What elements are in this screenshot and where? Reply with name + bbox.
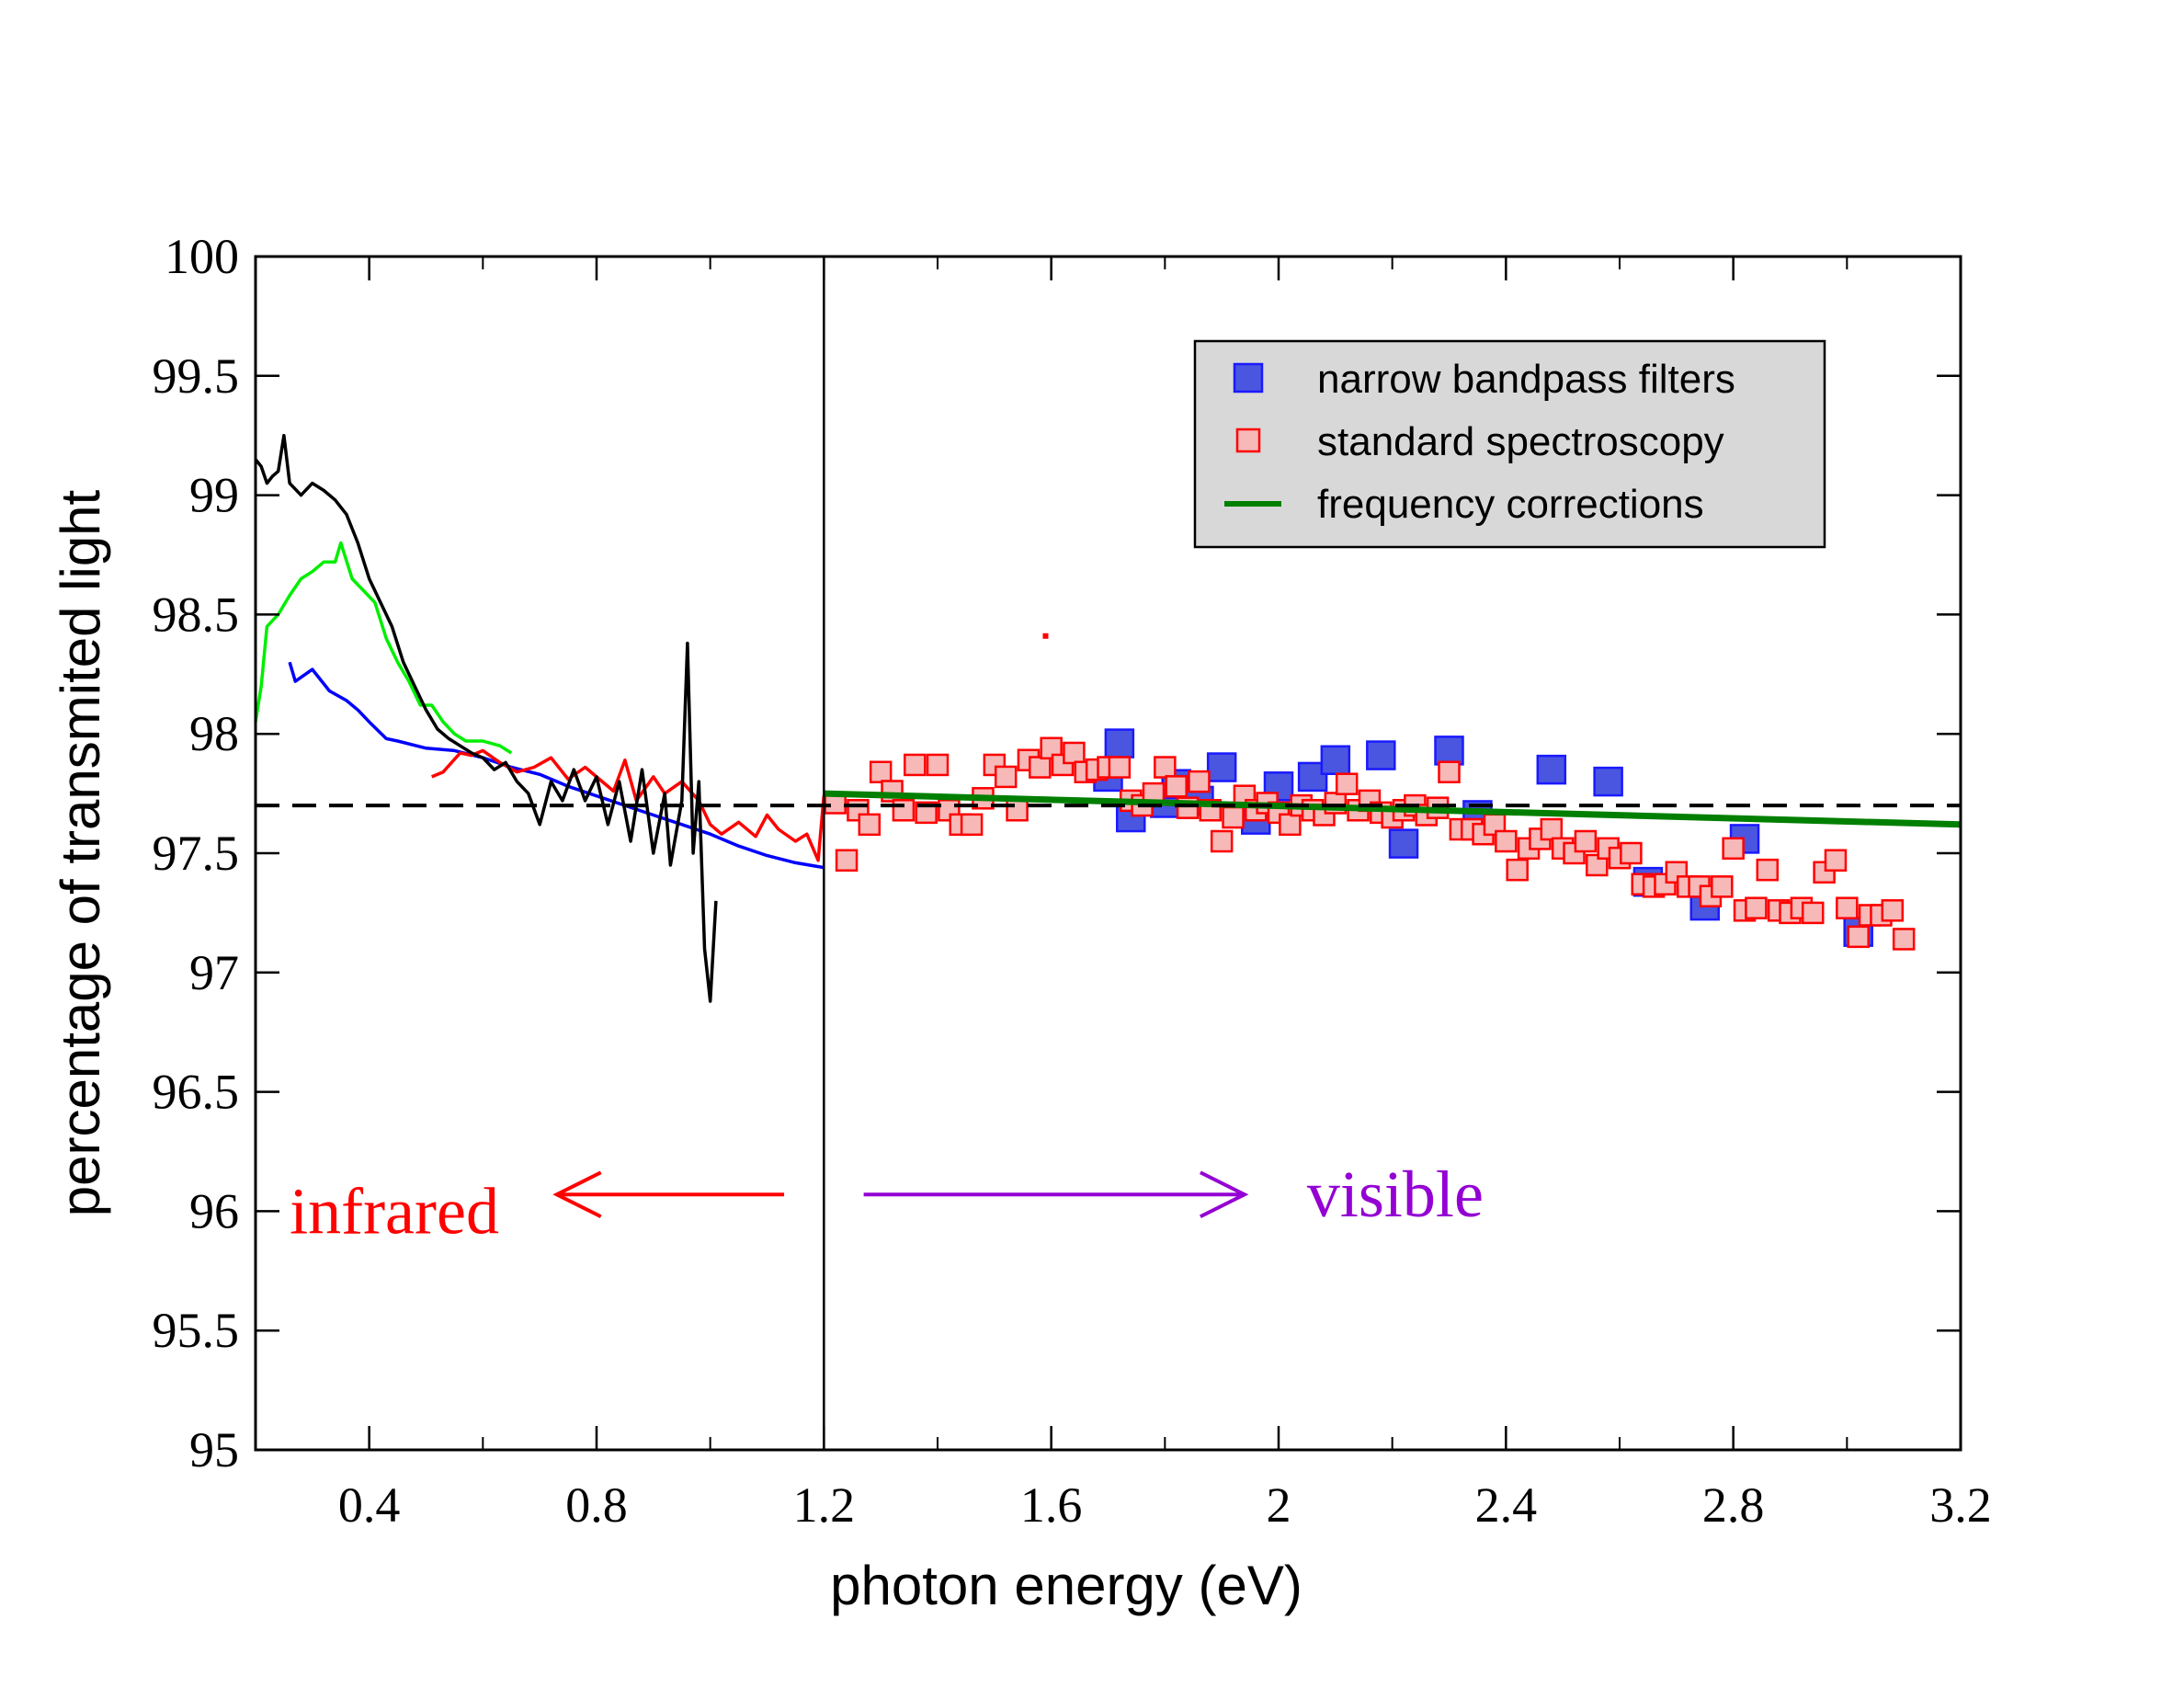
annotations: infrared visible: [290, 1158, 1484, 1248]
annotation-visible: visible: [863, 1158, 1484, 1231]
annotation-label-visible: visible: [1307, 1158, 1484, 1231]
legend-box: [1193, 339, 1826, 549]
data-point-standard-spectroscopy-59: [1495, 829, 1518, 853]
data-point-standard-spectroscopy-18: [1029, 756, 1052, 779]
data-point-standard-spectroscopy-79: [1722, 837, 1745, 861]
data-point-standard-spectroscopy-1: [835, 849, 859, 873]
data-point-standard-spectroscopy-8: [915, 801, 938, 825]
series-frequency-corrections: [824, 790, 1962, 828]
y-tick-label: 100: [165, 229, 239, 284]
data-point-standard-spectroscopy-88: [1824, 849, 1848, 873]
series-infrared-scan-green: [254, 541, 513, 755]
data-point-narrow-bandpass-filters-15: [1536, 754, 1567, 785]
data-point-standard-spectroscopy-29: [1154, 756, 1177, 779]
axis-ticks: 0.4 0.8 1.2 1.6 2 2.4 2.8 3.2 95 95.5 96 96.5 97 97.5…: [153, 229, 1992, 1533]
legend-marker-narrow-bandpass: [1233, 362, 1264, 393]
data-point-standard-spectroscopy-86: [1801, 901, 1825, 925]
y-tick-label: 99.5: [153, 348, 240, 404]
legend: narrow bandpass filters standard spectro…: [1193, 339, 1826, 549]
y-tick-label: 96.5: [153, 1065, 240, 1120]
y-tick-label: 96: [189, 1183, 239, 1238]
y-tick-label: 97.5: [153, 826, 240, 881]
data-point-narrow-bandpass-filters-0: [1104, 728, 1135, 758]
data-point-narrow-bandpass-filters-12: [1388, 828, 1419, 859]
x-tick-label: 2: [1267, 1477, 1291, 1533]
x-tick-label: 1.2: [793, 1477, 856, 1533]
y-tick-label: 95.5: [153, 1303, 240, 1358]
data-point-standard-spectroscopy-94: [1892, 928, 1916, 951]
series-line-infrared-scan-green: [254, 541, 513, 755]
legend-marker-standard-spectroscopy: [1235, 428, 1261, 453]
data-point-standard-spectroscopy-6: [892, 799, 916, 822]
series-infrared-scan-black: [254, 433, 718, 1003]
data-point-standard-spectroscopy-60: [1506, 858, 1529, 882]
data-point-standard-spectroscopy-30: [1165, 775, 1188, 798]
data-point-narrow-bandpass-filters-10: [1320, 745, 1351, 776]
data-point-standard-spectroscopy-25: [1108, 756, 1132, 779]
data-point-standard-spectroscopy-90: [1847, 925, 1870, 949]
data-point-narrow-bandpass-filters-6: [1206, 752, 1237, 782]
y-tick-label: 97: [189, 945, 239, 1000]
data-point-standard-spectroscopy-19: [1040, 736, 1063, 760]
data-point-standard-spectroscopy-12: [960, 813, 984, 837]
annotation-infrared: infrared: [290, 1170, 785, 1248]
data-point-standard-spectroscopy-16: [1006, 799, 1029, 822]
data-point-standard-spectroscopy-7: [904, 753, 927, 777]
x-tick-label: 3.2: [1929, 1477, 1992, 1533]
data-point-standard-spectroscopy-93: [1881, 899, 1905, 922]
data-point-standard-spectroscopy-63: [1540, 817, 1564, 841]
data-point-standard-spectroscopy-81: [1745, 896, 1768, 919]
data-point-standard-spectroscopy-4: [869, 760, 893, 783]
data-point-standard-spectroscopy-67: [1586, 853, 1609, 877]
data-point-narrow-bandpass-filters-13: [1434, 736, 1464, 766]
data-point-standard-spectroscopy-66: [1574, 829, 1598, 853]
data-point-standard-spectroscopy-32: [1188, 770, 1211, 793]
data-point-narrow-bandpass-filters-11: [1366, 740, 1396, 770]
legend-label-standard-spectroscopy: standard spectroscopy: [1317, 419, 1724, 464]
arrow-head-visible: [1200, 1170, 1249, 1219]
x-tick-label: 2.4: [1475, 1477, 1538, 1533]
series-line-infrared-scan-black: [254, 433, 718, 1003]
x-axis-title: photon energy (eV): [830, 1555, 1302, 1616]
data-point-standard-spectroscopy-40: [1279, 813, 1302, 837]
data-point-standard-spectroscopy-45: [1335, 772, 1359, 795]
stray-point: [1042, 633, 1049, 639]
y-tick-label: 95: [189, 1422, 239, 1477]
x-tick-label: 0.4: [338, 1477, 401, 1533]
series-line-frequency-corrections: [824, 790, 1962, 828]
x-tick-label: 0.8: [565, 1477, 628, 1533]
x-tick-label: 1.6: [1020, 1477, 1083, 1533]
legend-label-narrow-bandpass: narrow bandpass filters: [1317, 357, 1735, 402]
annotation-label-infrared: infrared: [290, 1174, 499, 1248]
data-point-standard-spectroscopy-21: [1063, 741, 1086, 765]
y-axis-title: percentage of transmited light: [50, 489, 111, 1216]
data-point-standard-spectroscopy-9: [926, 753, 950, 777]
data-point-standard-spectroscopy-78: [1711, 875, 1734, 898]
arrow-head-infrared: [552, 1170, 602, 1219]
reference-lines: [256, 257, 1961, 1450]
y-tick-label: 98.5: [153, 587, 240, 642]
y-tick-label: 99: [189, 468, 239, 523]
data-point-standard-spectroscopy-89: [1836, 896, 1859, 919]
data-point-standard-spectroscopy-70: [1620, 841, 1643, 865]
data-point-standard-spectroscopy-3: [858, 813, 882, 837]
data-point-narrow-bandpass-filters-16: [1593, 766, 1623, 797]
data-point-standard-spectroscopy-82: [1756, 858, 1780, 882]
y-tick-label: 98: [189, 706, 239, 761]
x-tick-label: 2.8: [1702, 1477, 1765, 1533]
legend-label-frequency-corrections: frequency corrections: [1317, 482, 1704, 527]
data-point-standard-spectroscopy-54: [1438, 760, 1461, 783]
data-point-standard-spectroscopy-15: [994, 765, 1018, 789]
data-point-standard-spectroscopy-35: [1222, 805, 1245, 829]
data-point-standard-spectroscopy-34: [1210, 829, 1234, 853]
